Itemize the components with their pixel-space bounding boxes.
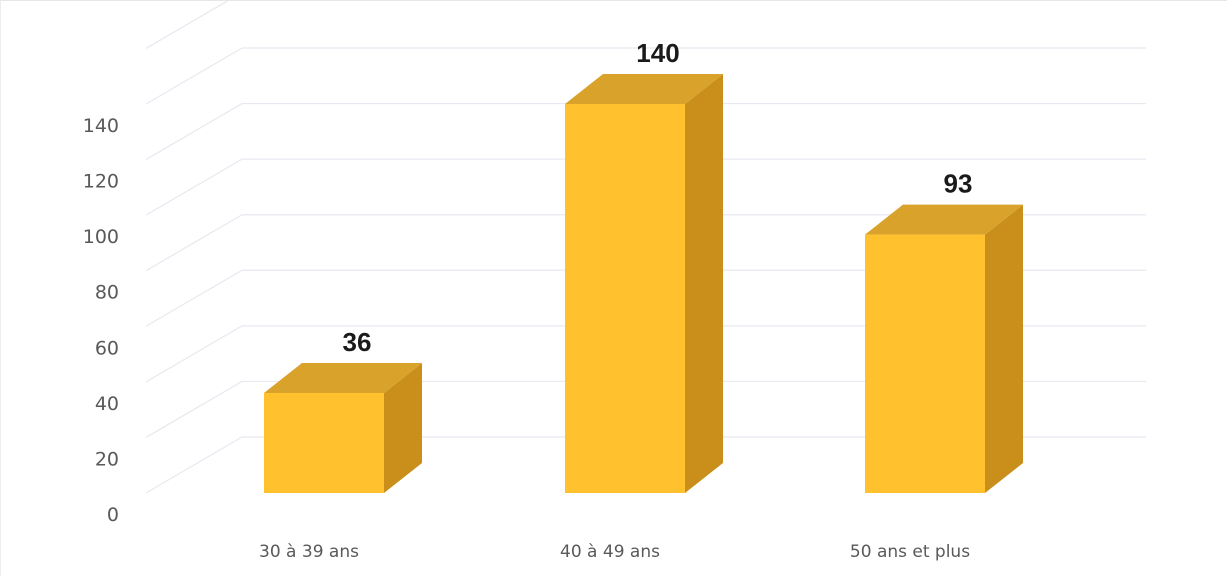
data-label: 140 bbox=[636, 38, 679, 68]
bar-front-face bbox=[865, 234, 985, 494]
category-label: 50 ans et plus bbox=[850, 542, 970, 562]
y-tick-label: 0 bbox=[107, 504, 119, 526]
gridline-side bbox=[145, 47, 243, 105]
y-axis-ticks: 0 20 40 60 80 100 120 140 bbox=[83, 115, 119, 526]
data-label: 93 bbox=[944, 169, 973, 199]
category-label: 30 à 39 ans bbox=[259, 542, 359, 562]
y-tick-label: 40 bbox=[95, 393, 119, 415]
y-tick-label: 80 bbox=[95, 282, 119, 304]
gridline-side bbox=[145, 269, 243, 327]
bar bbox=[264, 362, 422, 493]
bar-front-face bbox=[565, 104, 685, 493]
bars bbox=[264, 74, 1023, 494]
y-tick-label: 60 bbox=[95, 337, 119, 359]
gridline-side bbox=[145, 325, 243, 383]
gridline-side bbox=[145, 158, 243, 216]
gridline-side bbox=[145, 214, 243, 272]
bar-side-face bbox=[384, 362, 422, 493]
category-label: 40 à 49 ans bbox=[560, 542, 660, 562]
gridline-side bbox=[145, 103, 243, 161]
gridline-side bbox=[145, 436, 243, 494]
data-label: 36 bbox=[343, 327, 372, 357]
bar bbox=[865, 204, 1023, 494]
bar-side-face bbox=[685, 74, 723, 493]
x-axis-categories: 30 à 39 ans 40 à 49 ans 50 ans et plus bbox=[259, 542, 970, 562]
bar-top-face bbox=[565, 74, 723, 104]
bar-top-face bbox=[264, 362, 422, 393]
bar-top-face bbox=[865, 204, 1023, 235]
y-tick-label: 120 bbox=[83, 171, 119, 193]
bar-front-face bbox=[264, 392, 384, 493]
bar bbox=[565, 74, 723, 493]
gridline-side bbox=[145, 1, 229, 49]
gridline-side bbox=[145, 380, 243, 438]
y-tick-label: 20 bbox=[95, 448, 119, 470]
data-labels: 36 140 93 bbox=[343, 38, 973, 357]
y-tick-label: 140 bbox=[83, 115, 119, 137]
bar-side-face bbox=[985, 204, 1023, 494]
y-tick-label: 100 bbox=[83, 226, 119, 248]
